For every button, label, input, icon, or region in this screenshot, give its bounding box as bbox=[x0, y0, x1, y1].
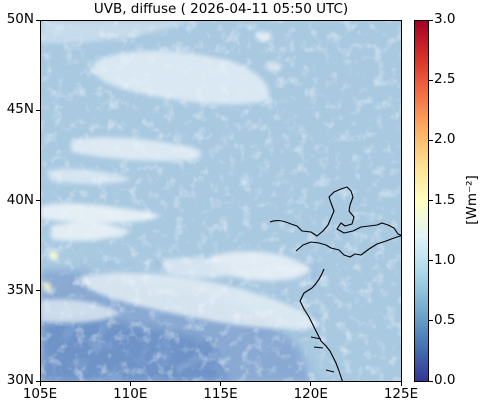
x-tick-105E bbox=[39, 382, 41, 386]
colorbar-tick-1.0 bbox=[429, 260, 433, 262]
y-tick-label-40N: 40N bbox=[6, 191, 34, 208]
colorbar-tick-label-2.5: 2.5 bbox=[434, 71, 456, 88]
y-tick-label-50N: 50N bbox=[6, 11, 34, 27]
y-tick-label-45N: 45N bbox=[6, 101, 34, 118]
colorbar-tick-label-3.0: 3.0 bbox=[434, 11, 456, 27]
colorbar-tick-label-0.0: 0.0 bbox=[434, 372, 456, 388]
colorbar-tick-label-2.0: 2.0 bbox=[434, 131, 456, 148]
y-tick-50N bbox=[36, 19, 40, 21]
y-tick-45N bbox=[36, 109, 40, 111]
map-title: UVB, diffuse ( 2026-04-11 05:50 UTC) bbox=[93, 1, 349, 17]
map-plot-area bbox=[40, 20, 402, 382]
x-tick-115E bbox=[220, 382, 221, 386]
colorbar-tick-label-1.5: 1.5 bbox=[434, 191, 456, 208]
colorbar-tick-1.5 bbox=[429, 200, 433, 201]
cloud-speckle-texture bbox=[41, 21, 401, 381]
colorbar-tick-label-0.5: 0.5 bbox=[434, 311, 456, 328]
uvb-field-map bbox=[41, 21, 401, 381]
y-tick-35N bbox=[36, 290, 40, 292]
x-tick-label-110E: 110E bbox=[113, 386, 148, 402]
colorbar-tick-3.0 bbox=[429, 19, 433, 21]
x-tick-label-115E: 115E bbox=[203, 386, 238, 402]
y-tick-30N bbox=[36, 380, 40, 382]
colorbar-tick-0.0 bbox=[429, 380, 433, 382]
colorbar-tick-label-1.0: 1.0 bbox=[434, 251, 456, 268]
x-tick-120E bbox=[310, 382, 312, 386]
x-tick-125E bbox=[400, 382, 402, 386]
coastline bbox=[269, 186, 401, 381]
colorbar-unit-label: [Wm⁻²] bbox=[464, 175, 480, 225]
colorbar-tick-0.5 bbox=[429, 320, 433, 322]
y-tick-40N bbox=[36, 200, 40, 201]
colorbar bbox=[414, 20, 429, 382]
x-tick-110E bbox=[129, 382, 131, 386]
x-tick-label-125E: 125E bbox=[383, 386, 419, 402]
y-tick-label-30N: 30N bbox=[6, 372, 34, 388]
colorbar-tick-2.0 bbox=[429, 139, 433, 141]
y-tick-label-35N: 35N bbox=[6, 281, 34, 298]
x-tick-label-105E: 105E bbox=[22, 386, 58, 402]
colorbar-tick-2.5 bbox=[429, 79, 433, 81]
x-tick-label-120E: 120E bbox=[293, 386, 328, 402]
